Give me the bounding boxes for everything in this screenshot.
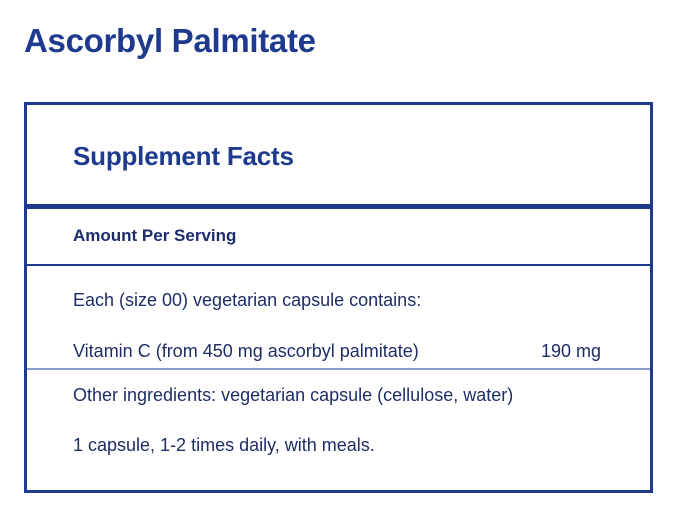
supplement-facts-heading: Supplement Facts <box>73 141 294 171</box>
amount-per-serving-label: Amount Per Serving <box>73 226 237 245</box>
ingredient-amount: 190 mg <box>541 341 602 361</box>
supplement-facts-panel: Supplement Facts Amount Per Serving Each… <box>24 102 653 493</box>
product-title: Ascorbyl Palmitate <box>24 22 316 59</box>
thick-divider <box>27 204 650 209</box>
thin-divider <box>27 264 650 266</box>
ingredient-name: Vitamin C (from 450 mg ascorbyl palmitat… <box>73 341 419 361</box>
serving-description: Each (size 00) vegetarian capsule contai… <box>73 290 422 310</box>
light-divider <box>27 368 650 370</box>
other-ingredients: Other ingredients: vegetarian capsule (c… <box>73 385 514 405</box>
directions: 1 capsule, 1-2 times daily, with meals. <box>73 435 375 455</box>
